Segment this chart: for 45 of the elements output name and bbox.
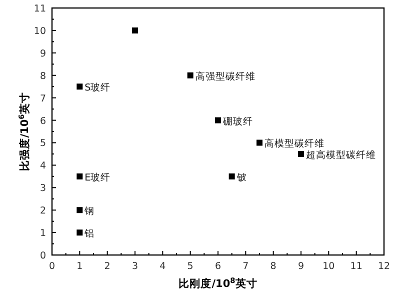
x-tick-label: 8 [270, 261, 276, 272]
y-tick-label: 8 [40, 70, 46, 82]
point [228, 173, 235, 180]
x-tick-label: 0 [48, 261, 56, 272]
y-tick-label: 9 [40, 48, 46, 60]
y-tick-label: 2 [40, 206, 46, 217]
y-tick-label: 5 [40, 138, 46, 150]
annotation: E玻纤 [84, 171, 111, 184]
y-tick-label: 11 [34, 4, 46, 14]
y-tick-label: 4 [40, 160, 46, 172]
point [215, 117, 221, 124]
annotation: 硼玻纤 [222, 115, 253, 128]
point [76, 173, 83, 180]
annotation: 铍 [236, 172, 247, 184]
point [187, 72, 194, 78]
x-tick-label: 2 [104, 261, 110, 272]
annotation: 高强型碳纤维 [195, 70, 256, 82]
x-tick-label: 6 [214, 261, 222, 272]
annotation: 超高模型碳纤维 [306, 148, 376, 161]
y-tick-label: 7 [40, 93, 46, 104]
x-tick-label: 4 [160, 261, 166, 272]
point [76, 84, 83, 90]
x-tick-label: 11 [350, 261, 362, 272]
x-tick-label: 12 [378, 261, 390, 272]
x-tick-label: 5 [187, 261, 194, 272]
y-tick-label: 6 [40, 116, 46, 127]
x-tick-label: 1 [76, 261, 83, 272]
y-tick-label: 3 [40, 183, 46, 194]
annotation: 钢 [84, 206, 95, 218]
y-tick-label: 0 [40, 250, 46, 262]
x-tick-label: 10 [322, 261, 335, 272]
point [298, 150, 304, 157]
x-axis-title: 比刚度/10$^{8}$英寸 [178, 276, 258, 290]
x-tick-label: 9 [298, 261, 304, 272]
annotation: S玻纤 [84, 82, 111, 94]
annotation: 高模型碳纤维 [264, 138, 324, 150]
point [256, 140, 262, 146]
x-tick-label: 3 [132, 261, 138, 272]
x-tick-label: 7 [242, 261, 249, 272]
point [76, 230, 83, 236]
point [76, 207, 83, 214]
y-tick-label: 10 [34, 26, 46, 37]
y-tick-label: 1 [40, 228, 46, 240]
point [132, 27, 138, 34]
annotation: 铝 [84, 228, 95, 240]
